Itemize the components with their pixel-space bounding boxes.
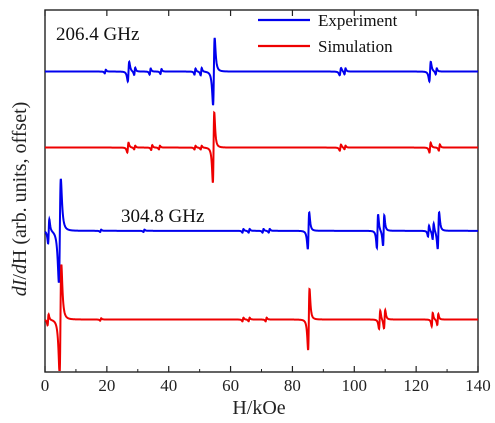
x-tick-label: 0 [41, 376, 50, 395]
y-label-rest: H (arb. units, offset) [9, 102, 31, 264]
x-tick-label: 80 [284, 376, 301, 395]
x-tick-label: 100 [342, 376, 368, 395]
y-label-slash: / [9, 274, 31, 280]
y-label-d: d [9, 263, 31, 274]
plot-frame [44, 9, 479, 373]
x-tick-label: 140 [465, 376, 491, 395]
x-tick-label: 120 [403, 376, 429, 395]
frequency-label-1: 206.4 GHz [56, 24, 139, 45]
legend-label-experiment: Experiment [318, 11, 398, 30]
svg-text:dI/dH (arb. units, offset): dI/dH (arb. units, offset) [9, 102, 31, 297]
series-line-experiment-2 [44, 178, 478, 283]
y-axis-label: dI/dH (arb. units, offset) [9, 102, 31, 297]
series-line-simulation-1 [45, 110, 478, 183]
series-line-simulation-2 [44, 264, 478, 371]
x-tick-label: 40 [160, 376, 177, 395]
series-line-experiment-1 [45, 37, 478, 106]
x-tick-label: 60 [222, 376, 239, 395]
legend-label-simulation: Simulation [318, 37, 393, 56]
x-tick-label: 20 [98, 376, 115, 395]
plot-area: 0 20 40 60 80 100 120 140 206.4 GHz 304.8 GHz Expe… [41, 9, 491, 395]
y-label-dI: dI [9, 278, 31, 296]
frequency-label-2: 304.8 GHz [121, 206, 204, 227]
x-axis-label: H/kOe [232, 397, 285, 419]
